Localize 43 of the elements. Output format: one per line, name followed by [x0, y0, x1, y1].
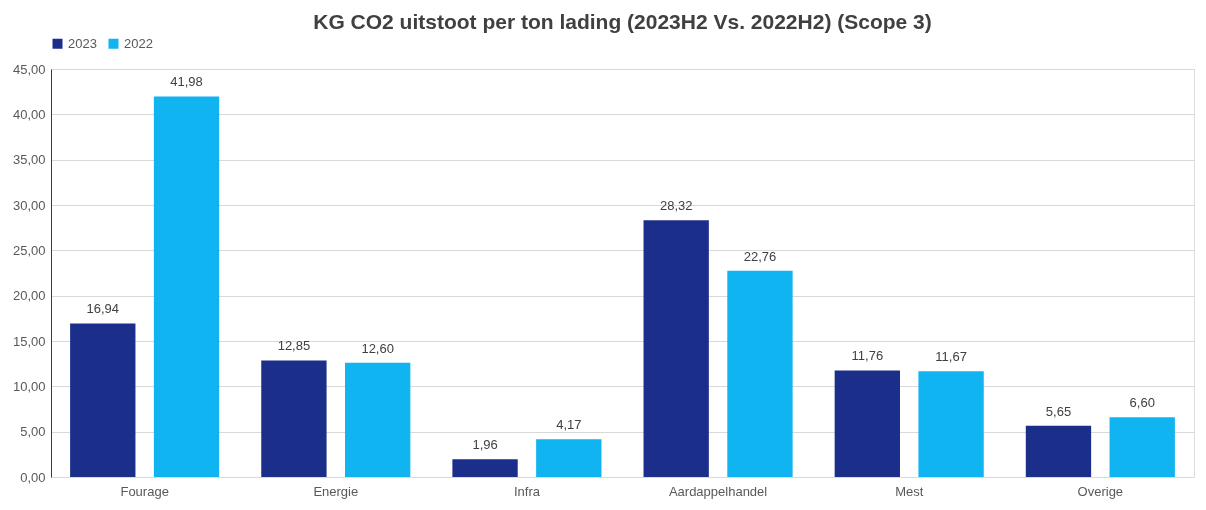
data-label: 11,76 — [851, 348, 884, 364]
y-tick-label: 10,00 — [12, 378, 46, 394]
chart-title: KG CO2 uitstoot per ton lading (2023H2 Vs. 2022H2) (Scope 3) — [313, 10, 932, 33]
data-label: 1,96 — [472, 437, 498, 453]
y-tick-label: 45,00 — [12, 61, 46, 77]
bar — [345, 362, 411, 477]
y-tick-label: 20,00 — [12, 288, 46, 304]
data-label: 41,98 — [170, 74, 203, 90]
y-tick-label: 30,00 — [12, 197, 46, 213]
y-tick-label: 40,00 — [12, 106, 46, 122]
bar — [536, 439, 602, 477]
x-tick-label: Energie — [313, 483, 359, 499]
bar — [727, 270, 793, 477]
data-label: 12,60 — [361, 340, 394, 356]
y-tick-label: 25,00 — [12, 242, 46, 258]
y-tick-label: 0,00 — [20, 469, 46, 485]
y-tick-label: 35,00 — [12, 152, 46, 168]
data-label: 28,32 — [659, 198, 693, 214]
x-tick-label: Mest — [895, 483, 924, 499]
bar — [70, 323, 136, 477]
bar — [1025, 425, 1092, 477]
bar — [261, 360, 327, 477]
data-label: 16,94 — [86, 301, 120, 317]
x-tick-label: Aardappelhandel — [668, 483, 768, 499]
x-tick-label: Fourage — [120, 483, 169, 499]
bar — [1109, 417, 1175, 477]
y-tick-label: 5,00 — [20, 424, 46, 440]
y-tick-label: 15,00 — [12, 333, 46, 349]
bar — [643, 220, 709, 477]
x-tick-label: Infra — [513, 483, 541, 499]
data-label: 5,65 — [1045, 403, 1072, 419]
data-label: 6,60 — [1129, 395, 1155, 411]
bar — [834, 370, 900, 477]
bar — [918, 371, 984, 477]
bar — [452, 459, 518, 477]
data-label: 22,76 — [743, 248, 777, 264]
data-label: 12,85 — [277, 338, 311, 354]
legend-label: 2022 — [124, 35, 153, 51]
data-label: 4,17 — [556, 417, 582, 433]
data-label: 11,67 — [935, 349, 967, 365]
x-tick-label: Overige — [1077, 483, 1124, 499]
legend-label: 2023 — [68, 35, 97, 51]
bar — [153, 96, 220, 477]
